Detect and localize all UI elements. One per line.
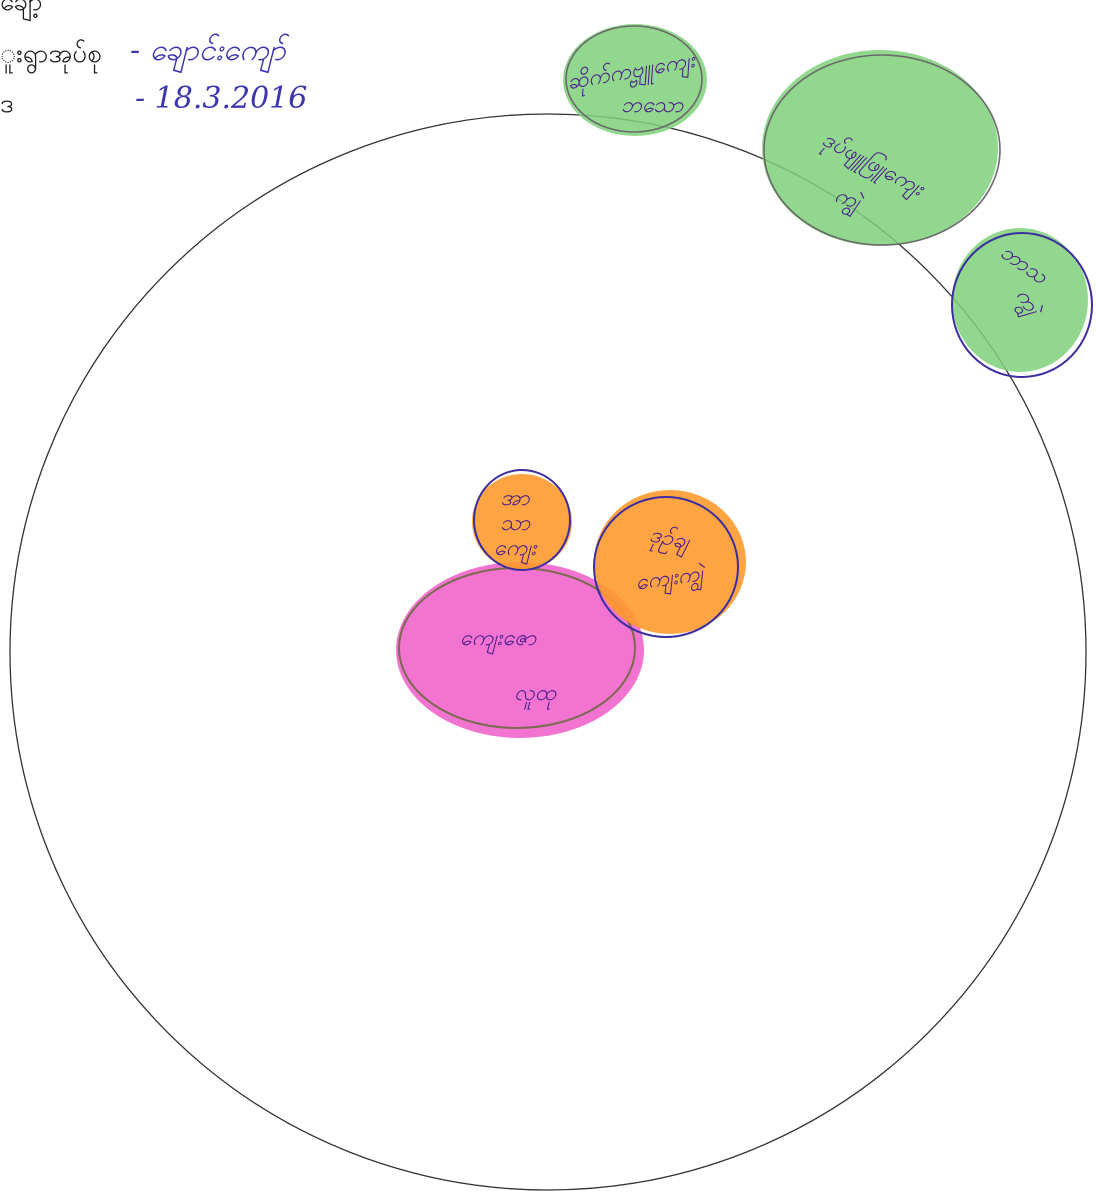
header-info: ချော့ ူးရွာအုပ်စု - ချောင်းကျော် ဒ - 18.… — [0, 0, 307, 119]
orange-bubble-1-line-3: ကျေး — [494, 536, 538, 565]
orange-bubble-1: အာ သာ ကျေး — [472, 469, 572, 571]
orange-bubble-1-line-2: သာ — [500, 511, 531, 536]
pink-bubble: ကျေးဇော လူထု — [396, 562, 644, 738]
header-value-3: - 18.3.2016 — [135, 81, 307, 116]
header-value-2: - ချောင်းကျော် — [130, 33, 290, 74]
green-bubble-1-line-2: ဘသော — [621, 93, 685, 118]
green-bubble-3: ဘာသ ကျွဲ — [951, 228, 1093, 378]
pink-bubble-line-2: လူထု — [514, 681, 558, 710]
orange-bubble-1-line-1: အာ — [500, 486, 530, 511]
outer-circle — [9, 113, 1087, 1191]
header-label-2: ူးရွာအုပ်စု — [0, 38, 102, 74]
green-bubble-1: ဆိုက်ကဗ္ဗျူကျေး ဘသော — [563, 24, 707, 136]
green-bubble-2: ဒုပ်ဖျူဖြူကျေး ကျွဲ — [762, 50, 1001, 246]
pink-bubble-line-1: ကျေးဇော — [460, 626, 538, 655]
header-label-1: ချော့ — [0, 0, 43, 22]
header-label-3: ဒ — [0, 89, 14, 119]
orange-bubble-2: ဒုဉ်ချ ကျေးကျွဲ — [593, 490, 746, 638]
